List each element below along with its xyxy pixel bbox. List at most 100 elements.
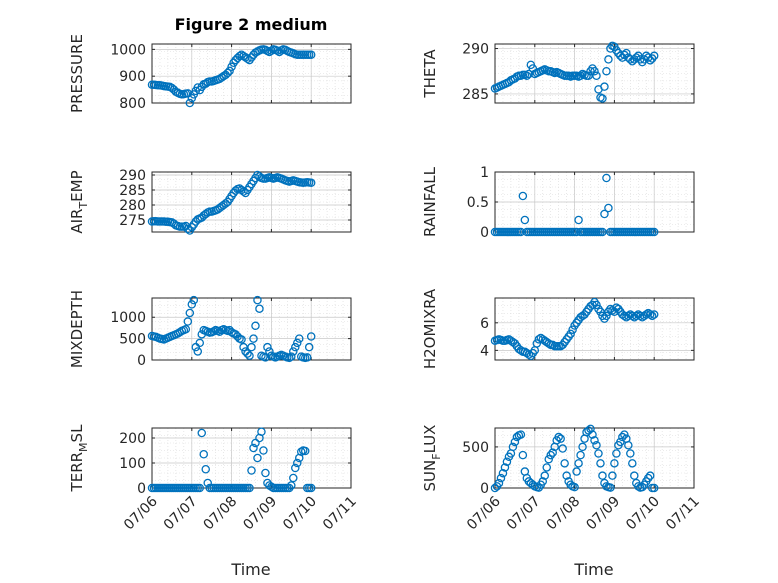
data-point: [289, 473, 298, 483]
data-point: [600, 209, 609, 219]
data-point: [189, 295, 199, 305]
data-point: [618, 432, 627, 442]
data-point: [293, 338, 302, 348]
y-tick-label: 6: [480, 316, 489, 332]
data-point: [520, 215, 530, 225]
data-point: [576, 450, 585, 460]
y-tick-label: 0: [480, 481, 489, 497]
data-point: [255, 304, 264, 313]
axes-box: [151, 171, 352, 233]
y-axis-label: RAINFALL: [421, 166, 439, 237]
data-point: [300, 446, 310, 456]
y-axis-label: THETA: [421, 49, 439, 99]
y-tick-label: 285: [119, 183, 146, 199]
data-point: [594, 449, 603, 458]
data-point: [237, 335, 246, 344]
data-point: [645, 310, 655, 319]
data-point: [287, 481, 296, 490]
data-point: [624, 311, 633, 321]
y-tick-label: 800: [119, 96, 146, 112]
data-point: [602, 66, 611, 76]
data-point: [500, 463, 510, 472]
data-point: [574, 459, 583, 468]
data-point: [498, 468, 508, 478]
data-point: [185, 98, 195, 108]
data-point: [195, 483, 205, 493]
data-point: [295, 334, 304, 343]
data-point: [247, 342, 256, 352]
data-point: [291, 342, 300, 352]
data-point: [634, 482, 643, 491]
data-point: [518, 450, 528, 460]
data-point: [285, 353, 294, 363]
data-point: [285, 483, 294, 493]
data-point: [570, 482, 579, 492]
y-tick-label: 200: [119, 431, 146, 447]
data-point: [592, 441, 601, 450]
data-point: [626, 55, 635, 64]
y-tick-label: 290: [119, 168, 146, 184]
data-point: [183, 224, 193, 234]
data-point: [524, 69, 534, 79]
y-axis-label: MIXDEPTH: [68, 290, 86, 368]
y-tick-label: 1000: [110, 42, 146, 58]
data-point: [293, 458, 302, 468]
data-point: [588, 430, 597, 439]
data-point: [267, 482, 276, 491]
data-point: [243, 54, 252, 64]
data-point: [518, 191, 528, 201]
subplot-mixdepth: 0 500 1000 MIXDEPTH: [68, 290, 352, 369]
data-point: [302, 353, 312, 362]
data-point: [253, 453, 262, 463]
y-tick-label: 100: [119, 456, 146, 472]
data-point: [516, 227, 526, 237]
data-point: [586, 424, 595, 434]
data-point: [612, 449, 621, 458]
data-point: [261, 353, 270, 362]
data-point: [496, 473, 506, 483]
data-point: [556, 434, 565, 443]
data-point: [554, 432, 563, 442]
data-point: [598, 94, 607, 103]
data-point: [261, 468, 270, 478]
y-axis-label: PRESSURE: [68, 34, 86, 113]
data-point: [596, 307, 605, 317]
data-point: [201, 464, 210, 474]
data-point: [576, 71, 585, 81]
data-point: [590, 66, 599, 76]
data-point: [600, 82, 609, 91]
data-point: [542, 463, 551, 472]
y-tick-label: 500: [462, 440, 489, 456]
data-point: [610, 459, 619, 468]
data-point: [624, 441, 633, 450]
data-point: [649, 310, 659, 319]
data-point: [649, 483, 659, 493]
data-point: [606, 483, 615, 492]
data-point: [306, 178, 316, 188]
data-point: [568, 325, 577, 334]
data-point: [578, 442, 587, 452]
data-point: [239, 342, 248, 352]
data-point: [546, 450, 555, 460]
data-point: [259, 446, 268, 455]
data-point: [626, 449, 635, 458]
data-point: [636, 311, 645, 321]
data-point: [584, 71, 593, 81]
data-point: [602, 173, 611, 183]
y-tick-label: 900: [119, 69, 146, 85]
data-point: [209, 327, 218, 336]
data-point: [638, 482, 647, 492]
data-point: [608, 471, 617, 480]
y-axis-label: SUNFLUX: [421, 425, 443, 492]
y-axis-label: H2OMIXRA: [421, 288, 439, 369]
data-point: [604, 55, 613, 64]
y-tick-label: 290: [462, 42, 489, 58]
figure-title: Figure 2 medium: [175, 15, 328, 34]
data-point: [598, 227, 607, 237]
data-point: [548, 340, 557, 350]
data-point: [620, 311, 629, 321]
y-axis-label: AIRTEMP: [68, 170, 90, 233]
data-point: [181, 324, 191, 334]
